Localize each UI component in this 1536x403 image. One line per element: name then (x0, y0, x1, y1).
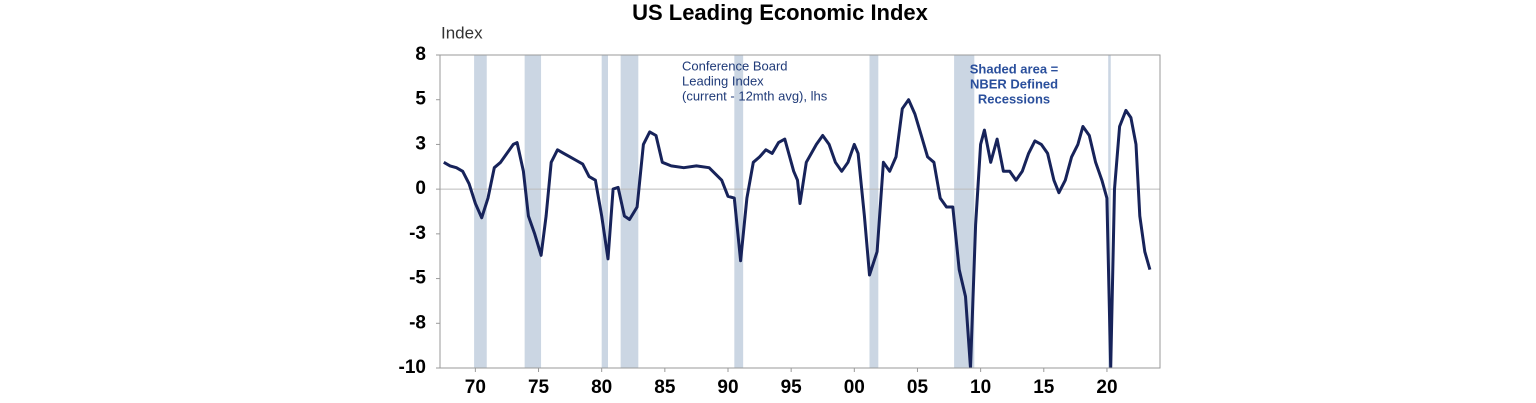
x-tick-label: 70 (465, 377, 486, 398)
y-tick-label: 0 (415, 178, 426, 199)
x-tick-label: 95 (781, 377, 803, 398)
plot-frame (439, 54, 1161, 369)
recession-band (954, 55, 975, 368)
x-tick-label: 75 (528, 377, 550, 398)
recession-band (1108, 55, 1111, 368)
recession-band (620, 55, 639, 368)
shading-note: Shaded area = (970, 61, 1059, 76)
x-tick-label: 10 (970, 377, 991, 398)
shading-note: Recessions (978, 91, 1050, 106)
x-tick-label: 85 (654, 377, 676, 398)
y-tick-label: -10 (399, 357, 426, 378)
y-tick-label: -3 (409, 223, 426, 244)
recession-band (869, 55, 879, 368)
y-tick-label: 3 (415, 133, 426, 154)
x-tick-label: 90 (717, 377, 738, 398)
x-tick-label: 80 (591, 377, 612, 398)
x-tick-label: 15 (1033, 377, 1055, 398)
y-tick-label: 8 (415, 44, 426, 65)
y-axis-label: Index (441, 23, 483, 42)
x-tick-label: 20 (1096, 377, 1117, 398)
recession-band (601, 55, 608, 368)
x-tick-label: 00 (844, 377, 865, 398)
chart-title: US Leading Economic Index (632, 0, 929, 25)
annotation: (current - 12mth avg), lhs (682, 88, 828, 103)
x-tick-label: 05 (907, 377, 929, 398)
recession-band (524, 55, 542, 368)
y-tick-label: 5 (415, 89, 426, 110)
annotation: Conference Board (682, 58, 788, 73)
y-tick-label: -8 (409, 312, 426, 333)
index-line (443, 98, 1152, 368)
recession-band (734, 55, 744, 368)
annotation: Leading Index (682, 73, 764, 88)
y-tick-label: -5 (409, 268, 426, 289)
plot-foreground (443, 98, 1152, 368)
plot-background (440, 55, 1160, 368)
shading-note: NBER Defined (970, 76, 1058, 91)
